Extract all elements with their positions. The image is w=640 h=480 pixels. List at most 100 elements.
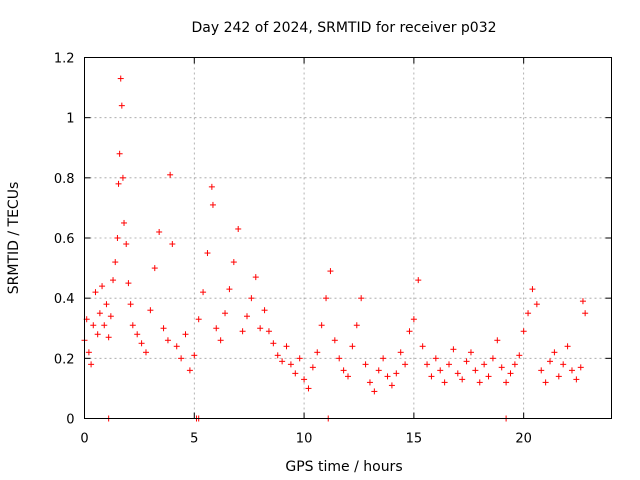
- data-point: [261, 307, 268, 314]
- data-point: [119, 174, 126, 181]
- data-point: [92, 289, 99, 296]
- data-point: [476, 379, 483, 386]
- data-point: [301, 376, 308, 383]
- data-point: [353, 322, 360, 329]
- data-point: [323, 295, 330, 302]
- data-point: [349, 343, 356, 350]
- data-point: [362, 361, 369, 368]
- data-point: [90, 322, 97, 329]
- y-tick-label: 0.8: [54, 172, 75, 187]
- x-tick-label: 20: [515, 432, 532, 447]
- data-point: [358, 295, 365, 302]
- data-point: [200, 289, 207, 296]
- data-point: [428, 373, 435, 380]
- grid-layer: [84, 57, 612, 419]
- data-point: [160, 325, 167, 332]
- data-point: [217, 337, 224, 344]
- data-point: [520, 328, 527, 335]
- data-point: [503, 379, 510, 386]
- y-tick-label: 1: [66, 112, 74, 127]
- data-point: [209, 201, 216, 208]
- data-point: [555, 373, 562, 380]
- data-point: [454, 370, 461, 377]
- y-tick-label: 0.2: [54, 352, 75, 367]
- data-point: [142, 349, 149, 356]
- data-point: [173, 343, 180, 350]
- data-point: [331, 337, 338, 344]
- data-point: [292, 370, 299, 377]
- data-point: [542, 379, 549, 386]
- plot-frame: [84, 57, 612, 419]
- data-point: [463, 358, 470, 365]
- data-point: [525, 310, 532, 317]
- data-point: [481, 361, 488, 368]
- data-point: [287, 361, 294, 368]
- data-point: [257, 325, 264, 332]
- data-point: [85, 349, 92, 356]
- data-point: [127, 301, 134, 308]
- data-point: [195, 316, 202, 323]
- data-point: [222, 310, 229, 317]
- data-point: [485, 373, 492, 380]
- data-point: [568, 367, 575, 374]
- data-point: [415, 277, 422, 284]
- data-point: [279, 358, 286, 365]
- data-point: [410, 316, 417, 323]
- y-tick-label: 0.4: [54, 292, 75, 307]
- y-tick-label: 1.2: [54, 52, 75, 67]
- data-point: [129, 322, 136, 329]
- data-point: [472, 367, 479, 374]
- data-point: [112, 259, 119, 266]
- data-point: [419, 343, 426, 350]
- data-point: [529, 286, 536, 293]
- x-axis-label: GPS time / hours: [285, 459, 402, 475]
- data-point: [125, 280, 132, 287]
- data-point: [182, 331, 189, 338]
- data-point: [239, 328, 246, 335]
- data-point: [459, 376, 466, 383]
- data-point: [498, 364, 505, 371]
- data-point: [226, 286, 233, 293]
- data-point: [551, 349, 558, 356]
- data-point: [336, 355, 343, 362]
- data-point: [366, 379, 373, 386]
- data-point: [213, 325, 220, 332]
- data-point: [340, 367, 347, 374]
- x-tick-label: 5: [190, 432, 198, 447]
- data-point: [441, 379, 448, 386]
- chart-title: Day 242 of 2024, SRMTID for receiver p03…: [191, 20, 496, 36]
- data-point: [446, 361, 453, 368]
- data-point: [406, 328, 413, 335]
- data-point: [573, 376, 580, 383]
- data-point: [432, 355, 439, 362]
- data-point: [380, 355, 387, 362]
- data-point: [516, 352, 523, 359]
- tick-layer: 0 0.2 0.4 0.6 0.8 1 1.2 0 5 10 15 20: [54, 52, 612, 447]
- data-point: [582, 310, 589, 317]
- data-point: [467, 349, 474, 356]
- data-point: [437, 367, 444, 374]
- data-point: [230, 259, 237, 266]
- data-point: [116, 150, 123, 157]
- data-point: [564, 343, 571, 350]
- data-point: [99, 283, 106, 290]
- data-point: [538, 367, 545, 374]
- data-point: [134, 331, 141, 338]
- y-tick-label: 0: [66, 413, 74, 428]
- data-point: [147, 307, 154, 314]
- data-point: [94, 331, 101, 338]
- data-point: [375, 367, 382, 374]
- data-point: [489, 355, 496, 362]
- data-point: [511, 361, 518, 368]
- data-point: [252, 274, 259, 281]
- data-point: [115, 180, 122, 187]
- data-point: [393, 370, 400, 377]
- data-point: [96, 310, 103, 317]
- x-tick-label: 15: [406, 432, 423, 447]
- data-point: [494, 337, 501, 344]
- data-point: [265, 328, 272, 335]
- data-point: [178, 355, 185, 362]
- data-point: [248, 295, 255, 302]
- data-point: [397, 349, 404, 356]
- y-axis-label: SRMTID / TECUs: [6, 182, 22, 295]
